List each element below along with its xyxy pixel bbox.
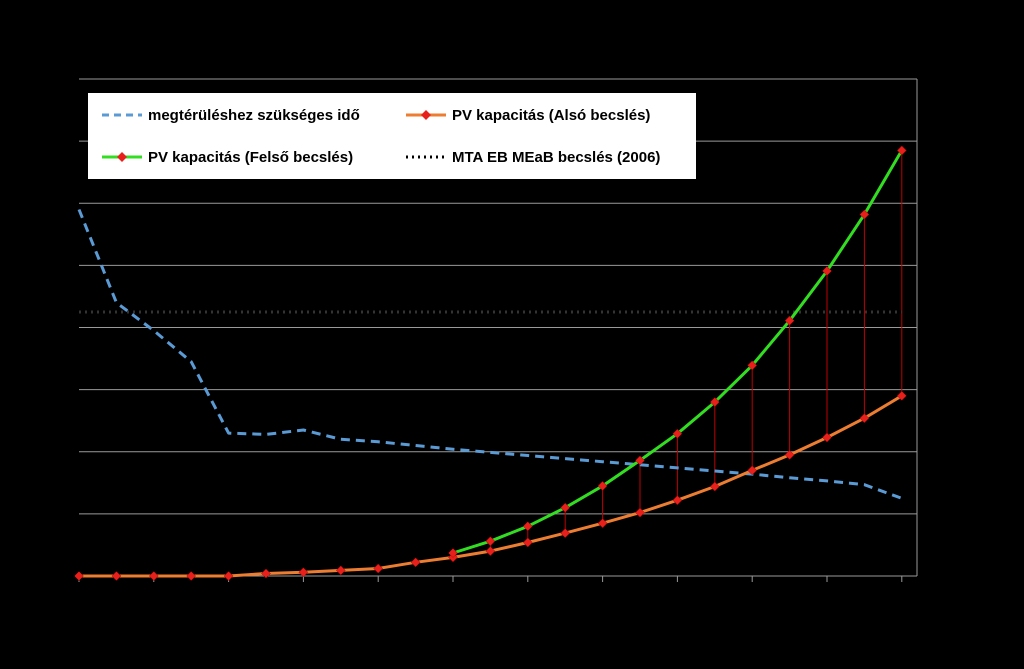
data-point-marker	[485, 536, 496, 547]
data-point-marker	[635, 507, 645, 518]
data-point-marker	[560, 528, 571, 538]
data-point-marker	[448, 548, 458, 558]
data-point-marker	[111, 571, 122, 581]
data-point-marker	[223, 571, 234, 581]
data-point-marker	[597, 481, 608, 491]
data-point-marker	[896, 390, 907, 401]
legend-label-pv-low: PV kapacitás (Alsó becslés)	[452, 106, 651, 124]
data-point-marker	[709, 397, 720, 407]
legend-item-pv-high: PV kapacitás (Felső becslés)	[102, 147, 353, 167]
data-point-marker	[522, 521, 533, 532]
legend-swatch-pv-high	[102, 152, 142, 162]
data-point-marker	[859, 413, 870, 424]
data-point-marker	[709, 481, 720, 492]
series-markers	[74, 145, 907, 581]
data-point-marker	[672, 428, 683, 439]
data-point-marker	[784, 450, 795, 460]
legend-swatch-mta-estimate	[406, 155, 446, 159]
data-point-marker	[148, 571, 159, 581]
data-point-marker	[410, 557, 421, 568]
data-point-marker	[186, 571, 197, 581]
data-point-marker	[747, 360, 758, 371]
data-point-marker	[784, 315, 795, 326]
legend-item-mta-estimate: MTA EB MEaB becslés (2006)	[406, 147, 660, 167]
data-point-marker	[672, 495, 683, 506]
data-point-marker	[485, 546, 496, 557]
legend-label-pv-high: PV kapacitás (Felső becslés)	[148, 148, 354, 166]
data-point-marker	[635, 455, 645, 466]
legend-swatch-payback	[102, 113, 142, 117]
data-point-marker	[747, 465, 758, 476]
legend: megtérüléshez szükséges idő PV kapacitás…	[88, 93, 696, 179]
data-point-marker	[335, 565, 346, 576]
data-point-marker	[298, 567, 309, 578]
data-point-marker	[822, 266, 832, 276]
data-point-marker	[261, 568, 271, 579]
legend-item-payback: megtérüléshez szükséges idő	[102, 105, 360, 125]
legend-label-mta-estimate: MTA EB MEaB becslés (2006)	[452, 148, 661, 166]
legend-swatch-pv-low	[406, 110, 446, 120]
data-point-marker	[373, 563, 384, 574]
data-point-marker	[597, 518, 608, 529]
legend-item-pv-low: PV kapacitás (Alsó becslés)	[406, 105, 650, 125]
range-connectors	[489, 150, 903, 552]
data-point-marker	[522, 537, 533, 548]
data-point-marker	[859, 209, 870, 220]
series-line-0	[77, 208, 903, 500]
data-point-marker	[560, 502, 571, 513]
data-point-marker	[74, 571, 84, 581]
series-lines	[77, 149, 904, 578]
legend-label-payback: megtérüléshez szükséges idő	[148, 106, 360, 124]
data-point-marker	[896, 145, 907, 156]
data-point-marker	[822, 432, 832, 443]
